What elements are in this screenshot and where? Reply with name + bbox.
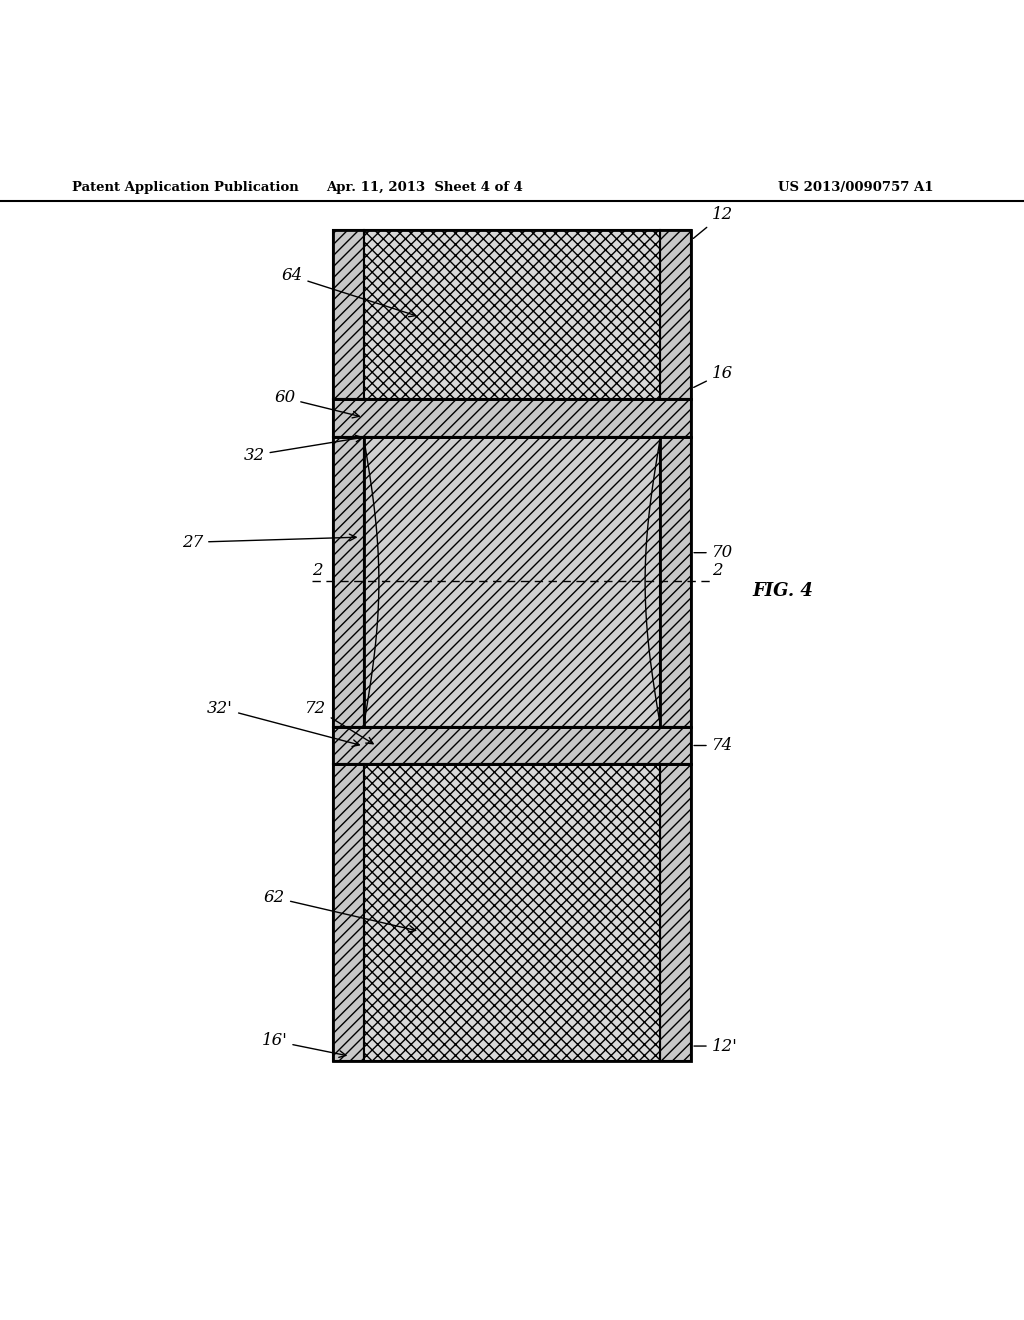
- Bar: [364, 764, 660, 1061]
- Bar: [660, 230, 691, 399]
- Text: 32: 32: [244, 436, 362, 463]
- Text: 27: 27: [182, 533, 356, 550]
- Text: 60: 60: [274, 389, 359, 418]
- Bar: [364, 230, 660, 399]
- Text: 2: 2: [312, 562, 323, 579]
- Bar: [660, 437, 691, 726]
- Bar: [333, 726, 691, 764]
- Text: 74: 74: [694, 737, 733, 754]
- Text: 12': 12': [694, 1038, 737, 1055]
- Text: 2: 2: [712, 562, 722, 579]
- Bar: [333, 230, 364, 399]
- Bar: [333, 437, 364, 726]
- Bar: [333, 230, 691, 399]
- Text: 70: 70: [694, 544, 733, 561]
- Text: 72: 72: [305, 700, 373, 743]
- Bar: [660, 764, 691, 1061]
- Bar: [364, 437, 660, 726]
- Text: 16: 16: [693, 364, 733, 387]
- Bar: [364, 437, 660, 726]
- Bar: [333, 437, 691, 726]
- Text: 64: 64: [282, 268, 416, 317]
- Text: 12: 12: [693, 206, 733, 239]
- Bar: [333, 399, 691, 437]
- Text: 32': 32': [207, 700, 359, 746]
- Text: FIG. 4: FIG. 4: [753, 582, 813, 601]
- Text: Patent Application Publication: Patent Application Publication: [72, 181, 298, 194]
- Bar: [333, 399, 691, 437]
- Text: 62: 62: [264, 890, 416, 932]
- Text: Apr. 11, 2013  Sheet 4 of 4: Apr. 11, 2013 Sheet 4 of 4: [327, 181, 523, 194]
- Bar: [333, 764, 691, 1061]
- Text: US 2013/0090757 A1: US 2013/0090757 A1: [778, 181, 934, 194]
- Bar: [333, 764, 364, 1061]
- Text: 16': 16': [261, 1032, 346, 1057]
- Bar: [333, 726, 691, 764]
